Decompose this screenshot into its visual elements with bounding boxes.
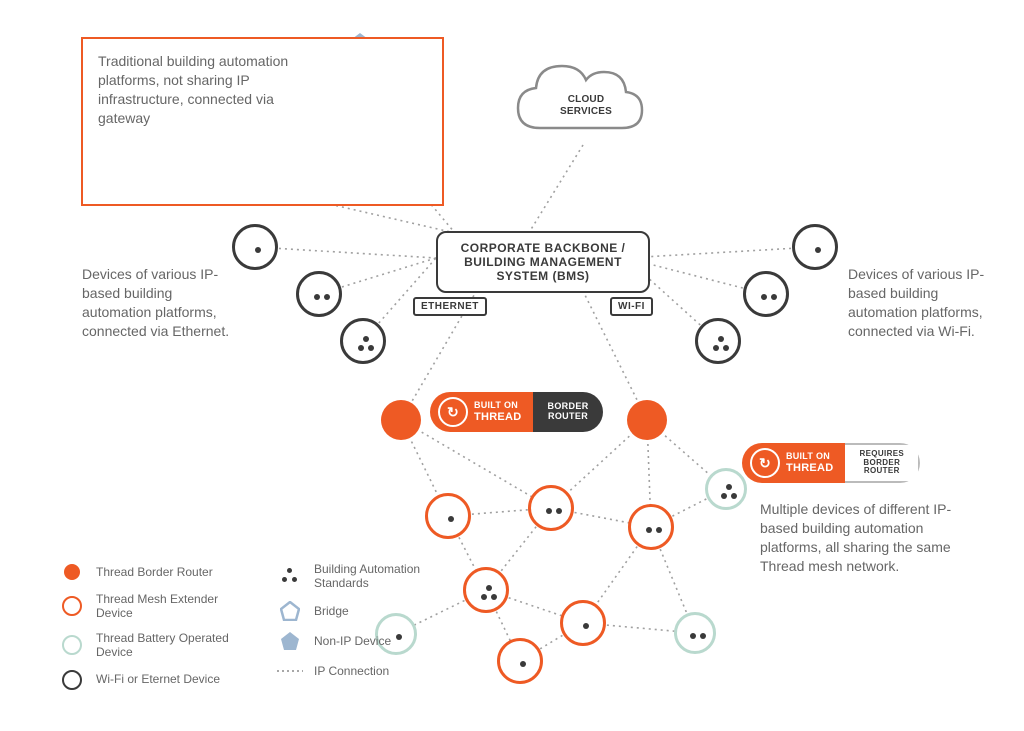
- thread-mesh-m1: [425, 493, 471, 539]
- legend-label: Non-IP Device: [314, 634, 391, 648]
- wifi-device-1: [792, 224, 838, 270]
- thread-mesh-m2: [528, 485, 574, 531]
- badge1-rb: ROUTER: [547, 412, 588, 422]
- border-router-1: [381, 400, 421, 440]
- thread-requires-border-router-badge: ↻ BUILT ON THREAD REQUIRES BORDER ROUTER: [742, 443, 920, 483]
- thread-icon: ↻: [750, 448, 780, 478]
- thread-mesh-annotation: Multiple devices of different IP-based b…: [760, 500, 985, 576]
- wifi-device-2: [743, 271, 789, 317]
- badge1-right: BORDER ROUTER: [533, 392, 602, 432]
- badge-left: ↻ BUILT ON THREAD: [430, 392, 533, 432]
- legend-item: Thread Battery Operated Device: [58, 631, 246, 660]
- wifi-annotation: Devices of various IP-based building aut…: [848, 265, 1003, 341]
- cloud-label: CLOUD SERVICES: [551, 94, 621, 118]
- wifi-device-3: [695, 318, 741, 364]
- thread-battery-g3: [674, 612, 716, 654]
- ethernet-device-3: [340, 318, 386, 364]
- bms-line2: BUILDING MANAGEMENT: [448, 255, 638, 269]
- thread-icon: ↻: [438, 397, 468, 427]
- thread-border-router-badge: ↻ BUILT ON THREAD BORDER ROUTER: [430, 392, 603, 432]
- legend-label: Wi-Fi or Eternet Device: [96, 672, 220, 686]
- legend-col1: Thread Border Router Thread Mesh Extender…: [58, 562, 246, 700]
- legend-item: IP Connection: [276, 661, 464, 681]
- badge2-rb: ROUTER: [859, 467, 904, 476]
- legend-label: Building Automation Standards: [314, 562, 464, 591]
- ethernet-tag: ETHERNET: [413, 297, 487, 316]
- badge2-lb: THREAD: [786, 462, 833, 474]
- badge2-right: REQUIRES BORDER ROUTER: [845, 443, 920, 483]
- wifi-tag: WI-FI: [610, 297, 653, 316]
- ethernet-device-1: [232, 224, 278, 270]
- legend-item: Bridge: [276, 601, 464, 621]
- legend-label: IP Connection: [314, 664, 389, 678]
- thread-mesh-m4: [463, 567, 509, 613]
- cloud-text: CLOUD SERVICES: [560, 94, 612, 117]
- thread-mesh-m3: [628, 504, 674, 550]
- thread-mesh-m6: [497, 638, 543, 684]
- legend-item: Wi-Fi or Eternet Device: [58, 670, 246, 690]
- ethernet-device-2: [296, 271, 342, 317]
- legend-item: Thread Border Router: [58, 562, 246, 582]
- legend-item: Non-IP Device: [276, 631, 464, 651]
- bms-line1: CORPORATE BACKBONE /: [448, 241, 638, 255]
- badge2-lt: BUILT ON: [786, 452, 833, 462]
- legend-item: Building Automation Standards: [276, 562, 464, 591]
- legend-label: Thread Battery Operated Device: [96, 631, 246, 660]
- badge2-left: ↻ BUILT ON THREAD: [742, 443, 845, 483]
- badge1-lb: THREAD: [474, 411, 521, 423]
- legend-label: Thread Mesh Extender Device: [96, 592, 246, 621]
- bms-line3: SYSTEM (BMS): [448, 269, 638, 283]
- legend: Thread Border Router Thread Mesh Extender…: [58, 562, 464, 700]
- ethernet-annotation: Devices of various IP-based building aut…: [82, 265, 242, 341]
- badge1-lt: BUILT ON: [474, 401, 521, 411]
- traditional-annotation: Traditional building automation platform…: [98, 52, 313, 128]
- legend-label: Bridge: [314, 604, 349, 618]
- thread-mesh-m5: [560, 600, 606, 646]
- legend-col2: Building Automation Standards Bridge Non-I…: [276, 562, 464, 700]
- bms-box: CORPORATE BACKBONE / BUILDING MANAGEMENT…: [436, 231, 650, 293]
- legend-label: Thread Border Router: [96, 565, 213, 579]
- border-router-2: [627, 400, 667, 440]
- legend-item: Thread Mesh Extender Device: [58, 592, 246, 621]
- thread-battery-g1: [705, 468, 747, 510]
